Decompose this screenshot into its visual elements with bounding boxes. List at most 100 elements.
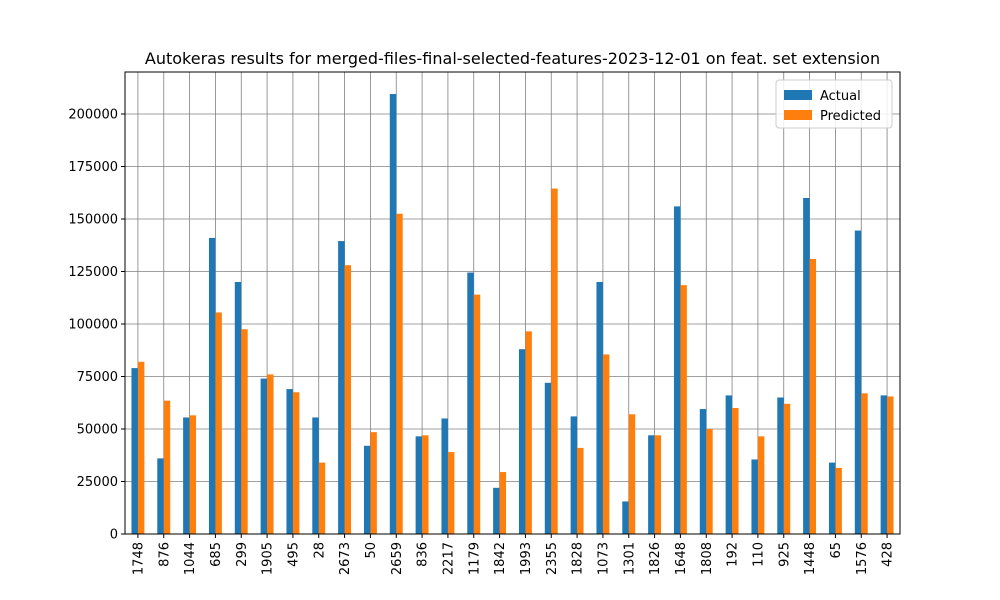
bar-actual — [493, 487, 500, 534]
bar-actual — [648, 435, 655, 534]
bar-actual — [518, 349, 526, 534]
bar-predicted — [525, 331, 532, 534]
bar-actual — [441, 418, 448, 534]
bar-actual — [570, 416, 578, 534]
legend-swatch-predicted — [784, 110, 812, 120]
bar-actual — [699, 409, 707, 534]
x-tick-label: 836 — [416, 542, 431, 567]
bar-actual — [415, 436, 423, 534]
x-tick-label: 2217 — [441, 542, 456, 575]
x-tick-label: 1905 — [261, 542, 276, 575]
x-tick-label: 192 — [726, 542, 741, 567]
legend-swatch-actual — [784, 90, 812, 100]
x-tick-label: 50 — [364, 542, 379, 559]
legend-label-predicted: Predicted — [820, 109, 881, 124]
bar-actual — [131, 368, 138, 534]
bar-predicted — [499, 472, 507, 534]
bar-predicted — [318, 462, 326, 534]
bar-predicted — [370, 432, 377, 534]
bar-actual — [157, 458, 164, 534]
bar-actual — [725, 395, 733, 534]
x-tick-label: 1842 — [493, 542, 508, 575]
bar-actual — [854, 230, 862, 535]
x-tick-label: 925 — [777, 542, 792, 567]
x-tick-label: 1993 — [519, 542, 534, 575]
bar-actual — [389, 94, 397, 535]
bar-predicted — [783, 403, 791, 534]
bar-predicted — [396, 213, 403, 534]
bar-predicted — [344, 265, 352, 534]
legend-label-actual: Actual — [820, 89, 861, 104]
bar-predicted — [473, 294, 481, 534]
x-tick-label: 110 — [751, 542, 766, 567]
bar-predicted — [292, 392, 300, 534]
x-tick-label: 1179 — [467, 542, 482, 575]
x-tick-label: 2673 — [338, 542, 353, 575]
bar-predicted — [887, 396, 894, 534]
y-tick-label: 75000 — [77, 370, 118, 385]
bar-actual — [777, 397, 784, 534]
bar-predicted — [189, 415, 197, 534]
bar-predicted — [422, 435, 429, 534]
bar-predicted — [732, 408, 739, 534]
y-tick-label: 125000 — [68, 265, 118, 280]
x-tick-label: 1073 — [596, 542, 611, 575]
x-tick-label: 1448 — [803, 542, 818, 575]
x-axis-ticks: 1748 876 1044 685 299 1905 495 28 2673 50 2659 836 2… — [131, 534, 896, 575]
bar-predicted — [706, 429, 713, 534]
bar-predicted — [241, 329, 248, 534]
bar-actual — [208, 237, 216, 534]
y-tick-label: 0 — [110, 528, 118, 543]
bar-actual — [880, 395, 888, 534]
x-tick-label: 28 — [312, 542, 327, 559]
bar-predicted — [137, 361, 145, 534]
chart-title: Autokeras results for merged-files-final… — [145, 49, 880, 68]
x-tick-label: 1576 — [855, 542, 870, 575]
bar-actual — [751, 459, 758, 534]
bar-actual — [363, 445, 371, 534]
bar-actual — [338, 241, 345, 535]
x-tick-label: 1648 — [674, 542, 689, 575]
bar-actual — [312, 417, 319, 534]
x-tick-label: 2355 — [545, 542, 560, 575]
bar-actual — [622, 501, 629, 534]
y-tick-label: 100000 — [68, 318, 118, 333]
legend: Actual Predicted — [775, 79, 893, 129]
x-tick-label: 2659 — [390, 542, 405, 575]
bar-predicted — [757, 436, 765, 534]
bar-predicted — [680, 285, 687, 534]
bar-predicted — [215, 312, 222, 534]
bar-predicted — [654, 435, 662, 534]
x-tick-label: 1044 — [183, 542, 198, 575]
bar-actual — [544, 382, 552, 534]
x-tick-label: 1301 — [622, 542, 637, 575]
bar-predicted — [163, 400, 171, 534]
x-tick-label: 1828 — [571, 542, 586, 575]
x-tick-label: 1748 — [131, 542, 146, 575]
bar-actual — [286, 389, 293, 534]
x-tick-label: 685 — [209, 542, 224, 567]
bar-actual — [234, 282, 242, 534]
bar-actual — [183, 417, 190, 534]
bar-predicted — [267, 374, 274, 534]
bar-actual — [467, 272, 474, 534]
bar-predicted — [447, 452, 455, 534]
bar-predicted — [602, 354, 610, 534]
y-tick-label: 175000 — [68, 160, 118, 175]
x-tick-label: 495 — [286, 542, 301, 567]
bar-actual — [828, 462, 836, 534]
bar-predicted — [577, 447, 584, 534]
y-tick-label: 50000 — [77, 423, 118, 438]
bar-predicted — [835, 467, 842, 534]
bar-actual — [803, 198, 810, 534]
y-tick-label: 150000 — [68, 213, 118, 228]
x-tick-label: 65 — [829, 542, 844, 559]
y-axis-ticks: 0 25000 50000 75000 100000 125000 150000 175000… — [68, 108, 125, 543]
x-tick-label: 1826 — [648, 542, 663, 575]
bar-actual — [260, 378, 268, 534]
bar-actual — [673, 206, 681, 534]
bar-predicted — [628, 414, 636, 534]
x-tick-label: 428 — [881, 542, 896, 567]
x-tick-label: 876 — [157, 542, 172, 567]
